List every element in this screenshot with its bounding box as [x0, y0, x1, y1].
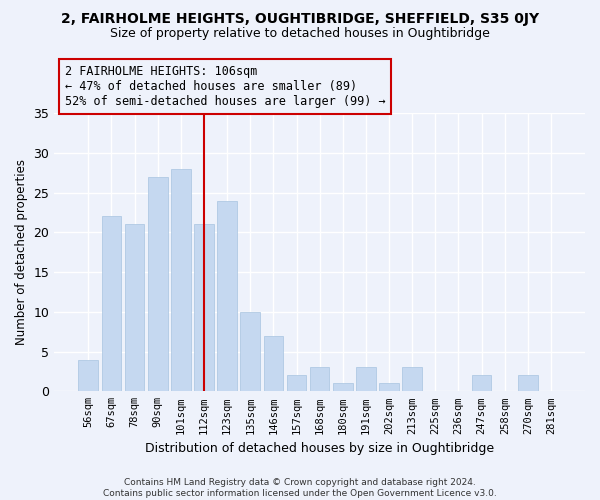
Bar — [287, 376, 307, 392]
Bar — [403, 368, 422, 392]
Bar — [263, 336, 283, 392]
Bar — [194, 224, 214, 392]
Text: 2, FAIRHOLME HEIGHTS, OUGHTIBRIDGE, SHEFFIELD, S35 0JY: 2, FAIRHOLME HEIGHTS, OUGHTIBRIDGE, SHEF… — [61, 12, 539, 26]
Bar — [217, 200, 237, 392]
Bar — [310, 368, 329, 392]
Bar — [125, 224, 145, 392]
Bar — [518, 376, 538, 392]
Bar — [101, 216, 121, 392]
Text: 2 FAIRHOLME HEIGHTS: 106sqm
← 47% of detached houses are smaller (89)
52% of sem: 2 FAIRHOLME HEIGHTS: 106sqm ← 47% of det… — [65, 64, 386, 108]
Bar — [171, 169, 191, 392]
Bar — [148, 177, 167, 392]
Y-axis label: Number of detached properties: Number of detached properties — [15, 160, 28, 346]
Bar — [379, 384, 399, 392]
Bar — [333, 384, 353, 392]
Bar — [472, 376, 491, 392]
Text: Contains HM Land Registry data © Crown copyright and database right 2024.
Contai: Contains HM Land Registry data © Crown c… — [103, 478, 497, 498]
Text: Size of property relative to detached houses in Oughtibridge: Size of property relative to detached ho… — [110, 28, 490, 40]
Bar — [79, 360, 98, 392]
X-axis label: Distribution of detached houses by size in Oughtibridge: Distribution of detached houses by size … — [145, 442, 494, 455]
Bar — [241, 312, 260, 392]
Bar — [356, 368, 376, 392]
